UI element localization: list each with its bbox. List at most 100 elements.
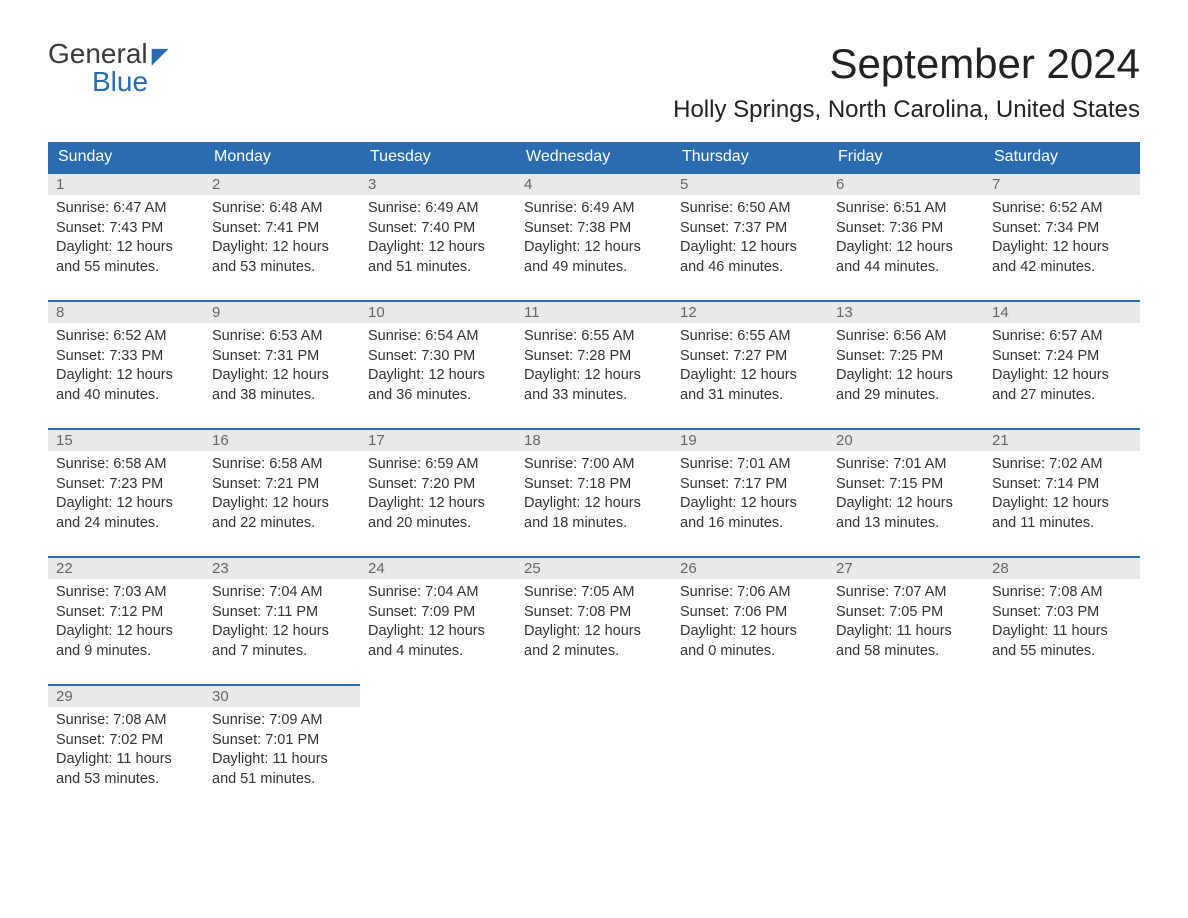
calendar-day-cell: 28Sunrise: 7:08 AMSunset: 7:03 PMDayligh… (984, 557, 1140, 685)
day-content: Sunrise: 7:05 AMSunset: 7:08 PMDaylight:… (516, 579, 672, 667)
month-title: September 2024 (673, 40, 1140, 88)
day-number: 4 (516, 174, 672, 195)
day-number: 16 (204, 430, 360, 451)
sunset-line: Sunset: 7:20 PM (368, 475, 508, 495)
sunrise-line: Sunrise: 6:58 AM (56, 455, 196, 475)
sunrise-line: Sunrise: 7:04 AM (368, 583, 508, 603)
calendar-day-cell: 11Sunrise: 6:55 AMSunset: 7:28 PMDayligh… (516, 301, 672, 429)
sunset-line: Sunset: 7:18 PM (524, 475, 664, 495)
sunrise-line: Sunrise: 7:06 AM (680, 583, 820, 603)
day-number: 7 (984, 174, 1140, 195)
calendar-day-cell: 6Sunrise: 6:51 AMSunset: 7:36 PMDaylight… (828, 173, 984, 301)
calendar-week-row: 15Sunrise: 6:58 AMSunset: 7:23 PMDayligh… (48, 429, 1140, 557)
calendar-day-cell: 9Sunrise: 6:53 AMSunset: 7:31 PMDaylight… (204, 301, 360, 429)
daylight-line: Daylight: 12 hours and 27 minutes. (992, 366, 1132, 405)
day-number: 27 (828, 558, 984, 579)
sunset-line: Sunset: 7:05 PM (836, 603, 976, 623)
sunrise-line: Sunrise: 6:48 AM (212, 199, 352, 219)
day-number: 9 (204, 302, 360, 323)
sunrise-line: Sunrise: 7:01 AM (836, 455, 976, 475)
sunrise-line: Sunrise: 6:54 AM (368, 327, 508, 347)
sunrise-line: Sunrise: 7:05 AM (524, 583, 664, 603)
sunset-line: Sunset: 7:15 PM (836, 475, 976, 495)
calendar-day-cell: 7Sunrise: 6:52 AMSunset: 7:34 PMDaylight… (984, 173, 1140, 301)
logo-text-top: General (48, 40, 148, 68)
calendar-empty-cell (984, 685, 1140, 813)
day-content: Sunrise: 6:52 AMSunset: 7:33 PMDaylight:… (48, 323, 204, 411)
day-number: 8 (48, 302, 204, 323)
calendar-week-row: 1Sunrise: 6:47 AMSunset: 7:43 PMDaylight… (48, 173, 1140, 301)
sunset-line: Sunset: 7:17 PM (680, 475, 820, 495)
daylight-line: Daylight: 12 hours and 40 minutes. (56, 366, 196, 405)
day-content: Sunrise: 7:00 AMSunset: 7:18 PMDaylight:… (516, 451, 672, 539)
sunset-line: Sunset: 7:31 PM (212, 347, 352, 367)
calendar-day-cell: 14Sunrise: 6:57 AMSunset: 7:24 PMDayligh… (984, 301, 1140, 429)
day-content: Sunrise: 6:49 AMSunset: 7:38 PMDaylight:… (516, 195, 672, 283)
day-content: Sunrise: 7:06 AMSunset: 7:06 PMDaylight:… (672, 579, 828, 667)
day-number: 26 (672, 558, 828, 579)
day-content: Sunrise: 7:08 AMSunset: 7:03 PMDaylight:… (984, 579, 1140, 667)
day-content: Sunrise: 7:04 AMSunset: 7:09 PMDaylight:… (360, 579, 516, 667)
daylight-line: Daylight: 11 hours and 51 minutes. (212, 750, 352, 789)
sunset-line: Sunset: 7:37 PM (680, 219, 820, 239)
daylight-line: Daylight: 12 hours and 53 minutes. (212, 238, 352, 277)
day-number: 25 (516, 558, 672, 579)
logo-text-bottom: Blue (48, 68, 169, 96)
day-content: Sunrise: 6:56 AMSunset: 7:25 PMDaylight:… (828, 323, 984, 411)
location-subtitle: Holly Springs, North Carolina, United St… (673, 96, 1140, 124)
day-content: Sunrise: 6:57 AMSunset: 7:24 PMDaylight:… (984, 323, 1140, 411)
day-number: 17 (360, 430, 516, 451)
day-number: 19 (672, 430, 828, 451)
sunrise-line: Sunrise: 6:50 AM (680, 199, 820, 219)
sunset-line: Sunset: 7:36 PM (836, 219, 976, 239)
day-number: 6 (828, 174, 984, 195)
sunset-line: Sunset: 7:03 PM (992, 603, 1132, 623)
day-content: Sunrise: 6:50 AMSunset: 7:37 PMDaylight:… (672, 195, 828, 283)
daylight-line: Daylight: 12 hours and 55 minutes. (56, 238, 196, 277)
day-content: Sunrise: 6:54 AMSunset: 7:30 PMDaylight:… (360, 323, 516, 411)
daylight-line: Daylight: 12 hours and 29 minutes. (836, 366, 976, 405)
calendar-day-cell: 27Sunrise: 7:07 AMSunset: 7:05 PMDayligh… (828, 557, 984, 685)
daylight-line: Daylight: 12 hours and 4 minutes. (368, 622, 508, 661)
day-number: 12 (672, 302, 828, 323)
calendar-day-cell: 25Sunrise: 7:05 AMSunset: 7:08 PMDayligh… (516, 557, 672, 685)
weekday-header: Sunday (48, 142, 204, 173)
calendar-day-cell: 22Sunrise: 7:03 AMSunset: 7:12 PMDayligh… (48, 557, 204, 685)
sunset-line: Sunset: 7:02 PM (56, 731, 196, 751)
daylight-line: Daylight: 12 hours and 7 minutes. (212, 622, 352, 661)
sunset-line: Sunset: 7:09 PM (368, 603, 508, 623)
day-number: 14 (984, 302, 1140, 323)
daylight-line: Daylight: 12 hours and 16 minutes. (680, 494, 820, 533)
day-content: Sunrise: 7:01 AMSunset: 7:17 PMDaylight:… (672, 451, 828, 539)
sunrise-line: Sunrise: 7:07 AM (836, 583, 976, 603)
day-content: Sunrise: 6:55 AMSunset: 7:27 PMDaylight:… (672, 323, 828, 411)
daylight-line: Daylight: 12 hours and 0 minutes. (680, 622, 820, 661)
weekday-header: Thursday (672, 142, 828, 173)
sunrise-line: Sunrise: 7:02 AM (992, 455, 1132, 475)
calendar-day-cell: 3Sunrise: 6:49 AMSunset: 7:40 PMDaylight… (360, 173, 516, 301)
day-content: Sunrise: 6:49 AMSunset: 7:40 PMDaylight:… (360, 195, 516, 283)
calendar-day-cell: 24Sunrise: 7:04 AMSunset: 7:09 PMDayligh… (360, 557, 516, 685)
sunrise-line: Sunrise: 6:58 AM (212, 455, 352, 475)
sunrise-line: Sunrise: 6:57 AM (992, 327, 1132, 347)
sunrise-line: Sunrise: 6:59 AM (368, 455, 508, 475)
day-number: 20 (828, 430, 984, 451)
calendar-day-cell: 2Sunrise: 6:48 AMSunset: 7:41 PMDaylight… (204, 173, 360, 301)
calendar-day-cell: 23Sunrise: 7:04 AMSunset: 7:11 PMDayligh… (204, 557, 360, 685)
daylight-line: Daylight: 12 hours and 2 minutes. (524, 622, 664, 661)
daylight-line: Daylight: 12 hours and 51 minutes. (368, 238, 508, 277)
day-number: 30 (204, 686, 360, 707)
sunrise-line: Sunrise: 6:55 AM (524, 327, 664, 347)
sunset-line: Sunset: 7:01 PM (212, 731, 352, 751)
daylight-line: Daylight: 12 hours and 44 minutes. (836, 238, 976, 277)
logo: General ◤ Blue (48, 40, 169, 96)
day-content: Sunrise: 6:47 AMSunset: 7:43 PMDaylight:… (48, 195, 204, 283)
sunrise-line: Sunrise: 6:56 AM (836, 327, 976, 347)
weekday-header: Friday (828, 142, 984, 173)
day-content: Sunrise: 6:55 AMSunset: 7:28 PMDaylight:… (516, 323, 672, 411)
page-header: General ◤ Blue September 2024 Holly Spri… (48, 40, 1140, 124)
weekday-header-row: Sunday Monday Tuesday Wednesday Thursday… (48, 142, 1140, 173)
daylight-line: Daylight: 12 hours and 9 minutes. (56, 622, 196, 661)
sunrise-line: Sunrise: 7:08 AM (56, 711, 196, 731)
sunrise-line: Sunrise: 7:04 AM (212, 583, 352, 603)
